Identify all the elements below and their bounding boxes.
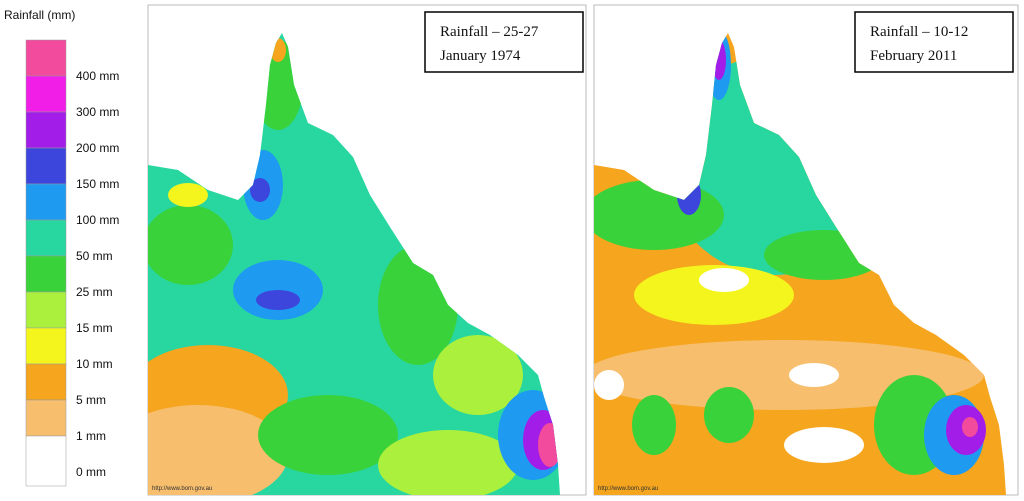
legend-swatch [25,75,67,113]
legend-label: 400 mm [76,69,119,83]
legend-label: 200 mm [76,141,119,155]
map-zone [378,430,518,495]
map-zone [634,265,794,325]
title-box [424,11,584,73]
legend-swatch [25,255,67,293]
map-zone [148,405,288,495]
panel-title: January 1974 [440,48,521,64]
map-zone [256,290,300,310]
map-zone [789,363,839,387]
map-panel: Rainfall – 10-12 February 2011 http://ww… [593,4,1019,496]
legend-label: 5 mm [76,393,106,407]
panel-title: Rainfall – 10-12 [870,24,968,40]
legend-swatch [25,39,67,77]
legend-swatch [25,327,67,365]
legend-swatch [25,399,67,437]
legend-swatch [25,219,67,257]
panel-title: Rainfall – 25-27 [440,24,539,40]
legend-swatch [25,147,67,185]
map-zone [258,395,398,475]
credit: http://www.bom.gov.au [598,486,658,492]
legend-label: 150 mm [76,177,119,191]
legend-label: 300 mm [76,105,119,119]
legend-swatch [25,363,67,401]
map-zone [433,335,523,415]
panel-title: February 2011 [870,48,957,64]
credit: http://www.bom.gov.au [152,486,212,492]
legend-label: 50 mm [76,249,113,263]
legend: 400 mm 300 mm 200 mm 150 mm 100 mm 50 mm 25 mm… [25,39,119,487]
legend-title: Rainfall (mm) [4,8,75,22]
legend-swatch [25,111,67,149]
map-zone [594,370,624,400]
title-box [854,11,1014,73]
map-zone [148,205,233,285]
legend-swatch [25,435,67,487]
legend-label: 25 mm [76,285,113,299]
map-zone [632,395,676,455]
map-zone [594,180,724,250]
legend-label: 0 mm [76,465,106,479]
legend-label: 100 mm [76,213,119,227]
map-zone [168,183,208,207]
legend-label: 10 mm [76,357,113,371]
legend-swatch [25,291,67,329]
map-zone [704,387,754,443]
map-zone [784,427,864,463]
map-zone [962,417,978,437]
legend-swatch [25,183,67,221]
map-zone [250,178,270,202]
map-zone [699,268,749,292]
legend-label: 1 mm [76,429,106,443]
map-panel: Rainfall – 25-27 January 1974 http://www… [147,4,587,496]
legend-label: 15 mm [76,321,113,335]
